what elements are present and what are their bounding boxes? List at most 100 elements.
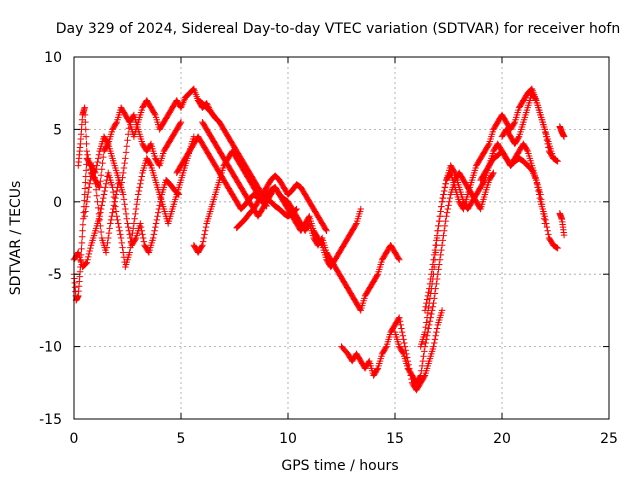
data-series-track-4 bbox=[81, 162, 183, 256]
data-point bbox=[421, 348, 428, 355]
data-point bbox=[85, 250, 93, 258]
data-point bbox=[101, 187, 108, 195]
data-point bbox=[198, 243, 205, 250]
data-point bbox=[127, 234, 134, 242]
data-point bbox=[418, 362, 426, 370]
data-point bbox=[422, 339, 429, 347]
data-point bbox=[543, 223, 551, 231]
chart-title: Day 329 of 2024, Sidereal Day-to-day VTE… bbox=[56, 21, 620, 37]
data-point bbox=[199, 238, 207, 245]
x-tick-label: 5 bbox=[177, 431, 186, 447]
data-point bbox=[137, 176, 145, 184]
data-point bbox=[82, 179, 89, 186]
data-point bbox=[83, 140, 90, 148]
data-point bbox=[97, 178, 104, 185]
data-point bbox=[305, 214, 312, 221]
data-point bbox=[418, 367, 425, 374]
data-point bbox=[438, 242, 446, 249]
data-point bbox=[437, 208, 444, 215]
data-point bbox=[425, 304, 432, 312]
data-point bbox=[93, 192, 101, 199]
data-point bbox=[535, 191, 543, 198]
data-point bbox=[174, 190, 182, 198]
data-point bbox=[120, 169, 127, 177]
data-point bbox=[439, 194, 446, 202]
data-point bbox=[545, 144, 552, 151]
data-point bbox=[432, 249, 439, 256]
data-point bbox=[134, 196, 141, 203]
data-point bbox=[117, 234, 125, 242]
data-point bbox=[84, 256, 91, 263]
data-point bbox=[122, 155, 129, 162]
data-point bbox=[441, 187, 448, 195]
data-point bbox=[542, 129, 549, 137]
data-point bbox=[125, 227, 133, 234]
data-point bbox=[156, 202, 163, 209]
data-point bbox=[444, 205, 451, 213]
data-point bbox=[85, 155, 92, 162]
data-point bbox=[121, 159, 128, 167]
data-point bbox=[426, 318, 434, 325]
data-point bbox=[199, 242, 206, 249]
data-point bbox=[82, 167, 90, 174]
data-point bbox=[107, 220, 114, 227]
data-point bbox=[152, 220, 160, 227]
data-point bbox=[416, 373, 424, 380]
data-point bbox=[441, 222, 449, 230]
data-point bbox=[541, 126, 548, 133]
data-point bbox=[441, 184, 449, 191]
y-tick-label: 5 bbox=[53, 122, 62, 138]
data-point bbox=[436, 217, 443, 225]
data-point bbox=[177, 118, 185, 126]
data-point bbox=[95, 210, 103, 218]
data-point bbox=[79, 227, 86, 234]
data-series-track-1 bbox=[70, 85, 219, 304]
data-point bbox=[543, 137, 551, 144]
data-point bbox=[446, 194, 454, 202]
data-point bbox=[100, 194, 107, 202]
data-point bbox=[420, 353, 427, 360]
data-point bbox=[79, 221, 87, 228]
data-point bbox=[96, 184, 103, 191]
data-point bbox=[78, 245, 85, 253]
data-point bbox=[74, 250, 81, 257]
data-point bbox=[153, 216, 160, 224]
marker-layer bbox=[70, 85, 568, 394]
data-point bbox=[427, 290, 434, 297]
data-point bbox=[87, 244, 94, 252]
data-point bbox=[87, 176, 94, 184]
data-point bbox=[138, 173, 145, 180]
data-point bbox=[95, 155, 102, 162]
x-tick-label: 25 bbox=[600, 431, 618, 447]
data-point bbox=[440, 191, 447, 198]
data-point bbox=[82, 126, 89, 133]
data-point bbox=[99, 159, 106, 167]
data-point bbox=[202, 223, 210, 231]
data-point bbox=[431, 336, 439, 343]
data-point bbox=[123, 215, 130, 222]
data-point bbox=[443, 213, 450, 220]
data-point bbox=[100, 153, 107, 161]
data-point bbox=[438, 246, 445, 254]
data-point bbox=[201, 231, 208, 238]
data-point bbox=[81, 185, 89, 192]
data-point bbox=[395, 255, 402, 262]
data-point bbox=[125, 223, 132, 231]
data-point bbox=[86, 247, 93, 255]
data-point bbox=[82, 208, 89, 215]
y-tick-label: 10 bbox=[44, 50, 62, 66]
data-point bbox=[541, 213, 548, 220]
data-point bbox=[104, 141, 111, 149]
data-point bbox=[102, 184, 109, 191]
x-tick-label: 10 bbox=[279, 431, 297, 447]
data-point bbox=[438, 203, 445, 210]
data-point bbox=[151, 227, 158, 234]
data-point bbox=[86, 180, 93, 187]
data-point bbox=[84, 193, 91, 201]
data-point bbox=[120, 191, 127, 198]
data-point bbox=[91, 174, 98, 181]
data-point bbox=[437, 251, 444, 259]
data-point bbox=[401, 339, 408, 347]
data-point bbox=[132, 236, 139, 243]
data-point bbox=[112, 194, 119, 202]
